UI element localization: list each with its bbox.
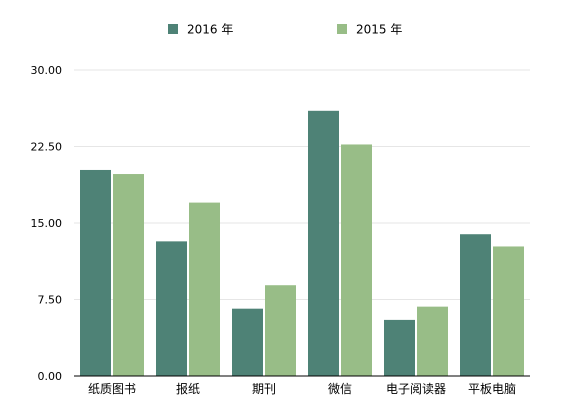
y-tick-label: 15.00 (31, 217, 63, 230)
x-category-label: 电子阅读器 (386, 382, 446, 396)
bar (232, 308, 263, 376)
legend-swatch (168, 24, 178, 34)
bar (113, 174, 144, 376)
legend-swatch (337, 24, 347, 34)
legend-label: 2015 年 (356, 23, 402, 37)
bar (80, 169, 111, 376)
bars (80, 110, 524, 377)
bar (308, 110, 339, 377)
x-axis: 纸质图书 报纸 期刊 微信 电子阅读器 平板电脑 (74, 375, 530, 396)
bar (460, 234, 491, 376)
x-category-label: 微信 (328, 382, 352, 396)
y-tick-label: 22.50 (31, 141, 63, 154)
y-tick-label: 30.00 (31, 64, 63, 77)
bar (156, 241, 187, 376)
y-axis-ticks: 0.00 7.50 15.00 22.50 30.00 (31, 64, 63, 383)
bar (493, 246, 524, 376)
legend-label: 2016 年 (187, 23, 233, 37)
bar (265, 285, 296, 376)
y-tick-label: 0.00 (38, 370, 63, 383)
x-category-label: 报纸 (176, 381, 200, 396)
bar (341, 144, 372, 376)
x-category-label: 平板电脑 (468, 382, 516, 396)
gridlines (74, 69, 530, 300)
y-tick-label: 7.50 (38, 294, 63, 307)
x-category-label: 期刊 (252, 382, 276, 396)
bar (417, 306, 448, 376)
bar (384, 319, 415, 376)
x-category-label: 纸质图书 (88, 382, 136, 396)
legend: 2016 年 2015 年 (168, 23, 402, 37)
bar (189, 202, 220, 376)
